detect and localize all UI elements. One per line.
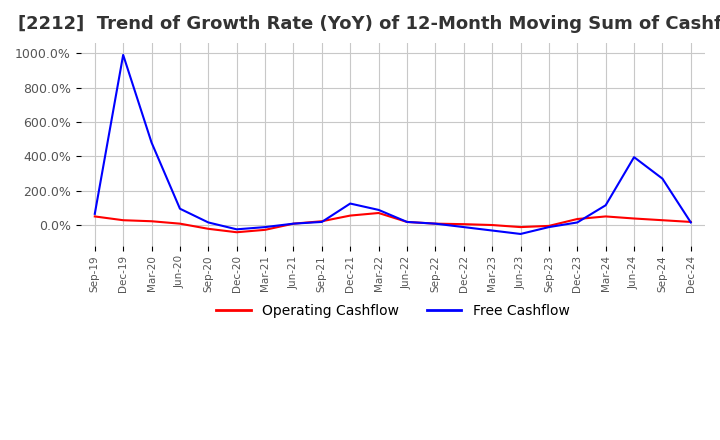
Operating Cashflow — [488, 222, 497, 227]
Title: [2212]  Trend of Growth Rate (YoY) of 12-Month Moving Sum of Cashflows: [2212] Trend of Growth Rate (YoY) of 12-… — [18, 15, 720, 33]
Operating Cashflow — [261, 227, 269, 232]
Free Cashflow — [261, 224, 269, 230]
Free Cashflow — [91, 211, 99, 216]
Operating Cashflow — [91, 214, 99, 219]
Operating Cashflow — [204, 226, 212, 231]
Free Cashflow — [544, 224, 553, 230]
Operating Cashflow — [630, 216, 639, 221]
Operating Cashflow — [233, 230, 241, 235]
Free Cashflow — [346, 201, 354, 206]
Legend: Operating Cashflow, Free Cashflow: Operating Cashflow, Free Cashflow — [210, 299, 575, 324]
Free Cashflow — [289, 221, 298, 226]
Free Cashflow — [431, 221, 440, 226]
Operating Cashflow — [346, 213, 354, 218]
Operating Cashflow — [147, 219, 156, 224]
Free Cashflow — [658, 176, 667, 181]
Free Cashflow — [488, 228, 497, 233]
Operating Cashflow — [374, 210, 383, 216]
Free Cashflow — [686, 220, 695, 225]
Operating Cashflow — [289, 221, 298, 226]
Free Cashflow — [601, 203, 610, 208]
Operating Cashflow — [686, 219, 695, 224]
Operating Cashflow — [402, 219, 411, 224]
Operating Cashflow — [601, 214, 610, 219]
Line: Free Cashflow: Free Cashflow — [95, 55, 690, 234]
Free Cashflow — [516, 231, 525, 237]
Free Cashflow — [147, 140, 156, 145]
Operating Cashflow — [431, 221, 440, 226]
Line: Operating Cashflow: Operating Cashflow — [95, 213, 690, 232]
Free Cashflow — [176, 206, 184, 211]
Free Cashflow — [119, 52, 127, 58]
Free Cashflow — [459, 224, 468, 230]
Free Cashflow — [630, 154, 639, 160]
Free Cashflow — [402, 219, 411, 224]
Operating Cashflow — [573, 216, 582, 222]
Free Cashflow — [233, 227, 241, 232]
Operating Cashflow — [658, 217, 667, 223]
Free Cashflow — [318, 219, 326, 224]
Free Cashflow — [573, 220, 582, 225]
Free Cashflow — [374, 207, 383, 213]
Operating Cashflow — [544, 223, 553, 228]
Operating Cashflow — [119, 217, 127, 223]
Operating Cashflow — [516, 224, 525, 230]
Free Cashflow — [204, 220, 212, 225]
Operating Cashflow — [459, 221, 468, 227]
Operating Cashflow — [318, 219, 326, 224]
Operating Cashflow — [176, 221, 184, 226]
